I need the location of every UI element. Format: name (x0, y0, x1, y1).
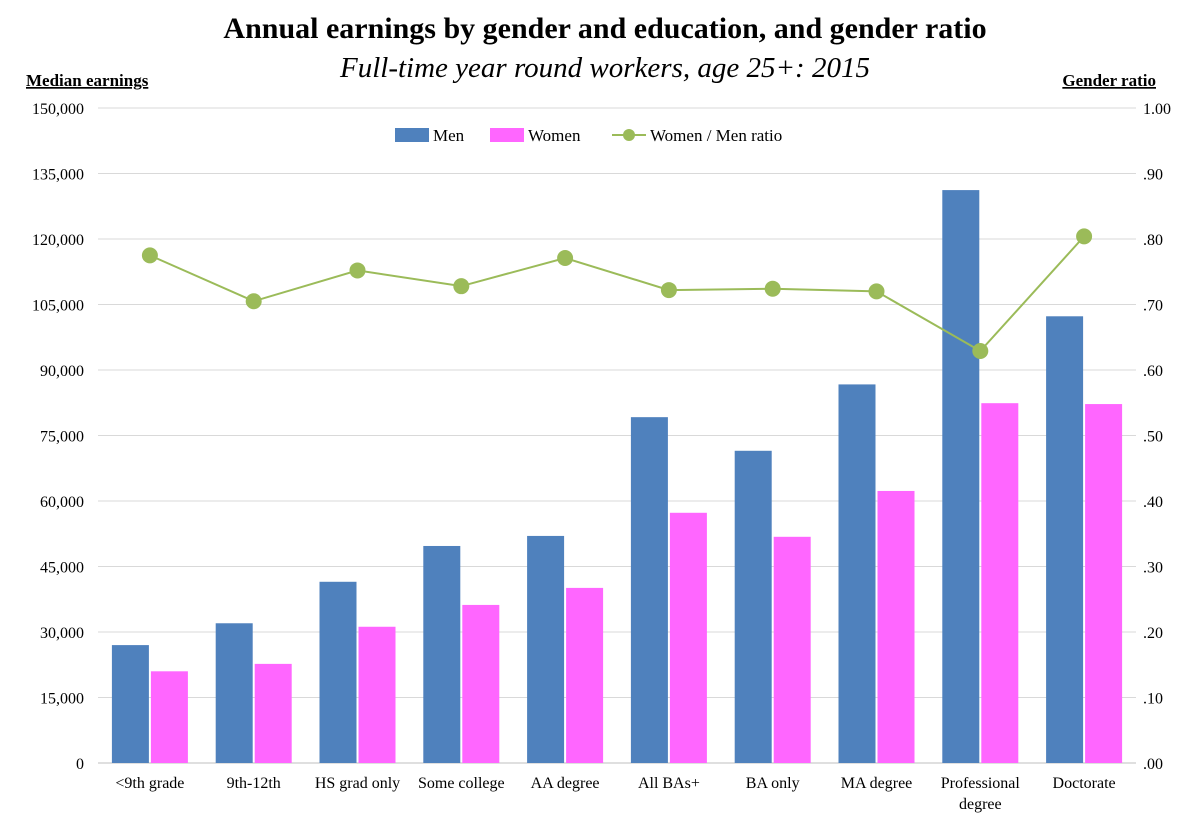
bar-men (1046, 316, 1084, 763)
bar-women (358, 626, 396, 763)
ratio-point (868, 283, 885, 300)
ratio-line (149, 235, 1085, 353)
category-label: BA only (746, 775, 800, 792)
y2-tick-label: .70 (1143, 298, 1163, 315)
y-tick-label: 150,000 (32, 101, 84, 118)
y2-tick-label: .30 (1143, 560, 1163, 577)
category-label: <9th grade (115, 775, 184, 792)
y2-axis-ticks: .00 .10 .20 .30 .40 .50 .60 .70 .80 .90 1.00 (1143, 101, 1171, 773)
legend-label-women: Women (528, 126, 581, 145)
y2-tick-label: .60 (1143, 363, 1163, 380)
bar-women (669, 512, 707, 763)
y2-tick-label: .20 (1143, 625, 1163, 642)
legend-swatch-men (395, 128, 429, 142)
bar-women (150, 671, 188, 763)
bar-women (981, 403, 1019, 763)
legend: Men Women Women / Men ratio (395, 126, 782, 145)
legend-swatch-women (490, 128, 524, 142)
category-label: Doctorate (1053, 775, 1116, 792)
bar-men (838, 384, 876, 763)
ratio-point (1076, 228, 1093, 245)
ratio-point (660, 282, 677, 299)
y-tick-label: 0 (76, 756, 84, 773)
bars (111, 190, 1123, 764)
category-label: All BAs+ (638, 775, 700, 792)
bar-men (630, 417, 668, 763)
category-labels: <9th grade 9th-12th HS grad only Some colle… (115, 775, 1115, 813)
bar-women (566, 587, 604, 763)
category-label: Some college (418, 775, 505, 792)
bar-men (111, 645, 149, 763)
bar-men (734, 450, 772, 763)
category-label: AA degree (531, 775, 600, 792)
y-tick-label: 45,000 (40, 560, 84, 577)
y2-tick-label: .90 (1143, 167, 1163, 184)
ratio-point (349, 262, 366, 279)
bar-men (423, 545, 461, 763)
bar-men (215, 623, 253, 763)
legend-label-ratio: Women / Men ratio (650, 126, 782, 145)
category-label: 9th-12th (227, 775, 281, 792)
y2-tick-label: .00 (1143, 756, 1163, 773)
y2-axis-title: Gender ratio (1062, 71, 1156, 90)
bar-men (527, 535, 565, 763)
y-tick-label: 105,000 (32, 298, 84, 315)
gridlines (98, 107, 1136, 764)
bar-men (942, 190, 980, 764)
bar-women (254, 663, 292, 763)
y-tick-label: 60,000 (40, 494, 84, 511)
ratio-point (557, 249, 574, 266)
chart-subtitle: Full-time year round workers, age 25+: 2… (339, 52, 870, 84)
y-tick-label: 90,000 (40, 363, 84, 380)
category-label: HS grad only (315, 775, 400, 792)
category-label: MA degree (841, 775, 913, 792)
y-tick-label: 30,000 (40, 625, 84, 642)
y2-tick-label: 1.00 (1143, 101, 1171, 118)
ratio-point (245, 293, 262, 310)
y2-tick-label: .50 (1143, 429, 1163, 446)
bar-men (319, 581, 357, 763)
ratio-point (141, 247, 158, 264)
category-label: degree (959, 796, 1002, 813)
category-label: Professional (941, 775, 1021, 792)
y2-tick-label: .10 (1143, 691, 1163, 708)
y-axis-title: Median earnings (26, 71, 149, 90)
y2-tick-label: .40 (1143, 494, 1163, 511)
ratio-line-series (141, 228, 1093, 360)
y-tick-label: 75,000 (40, 429, 84, 446)
ratio-point (764, 280, 781, 297)
ratio-point (453, 278, 470, 295)
legend-label-men: Men (433, 126, 465, 145)
bar-women (1085, 404, 1123, 763)
y2-tick-label: .80 (1143, 232, 1163, 249)
y-axis-ticks: 0 15,000 30,000 45,000 60,000 75,000 90,000 105… (32, 101, 84, 773)
y-tick-label: 120,000 (32, 232, 84, 249)
bar-women (773, 536, 811, 763)
chart-title: Annual earnings by gender and education,… (223, 12, 986, 45)
y-tick-label: 15,000 (40, 691, 84, 708)
y-tick-label: 135,000 (32, 167, 84, 184)
bar-women (877, 490, 915, 763)
ratio-point (972, 343, 989, 360)
bar-women (462, 604, 500, 763)
legend-marker-ratio (623, 129, 635, 141)
